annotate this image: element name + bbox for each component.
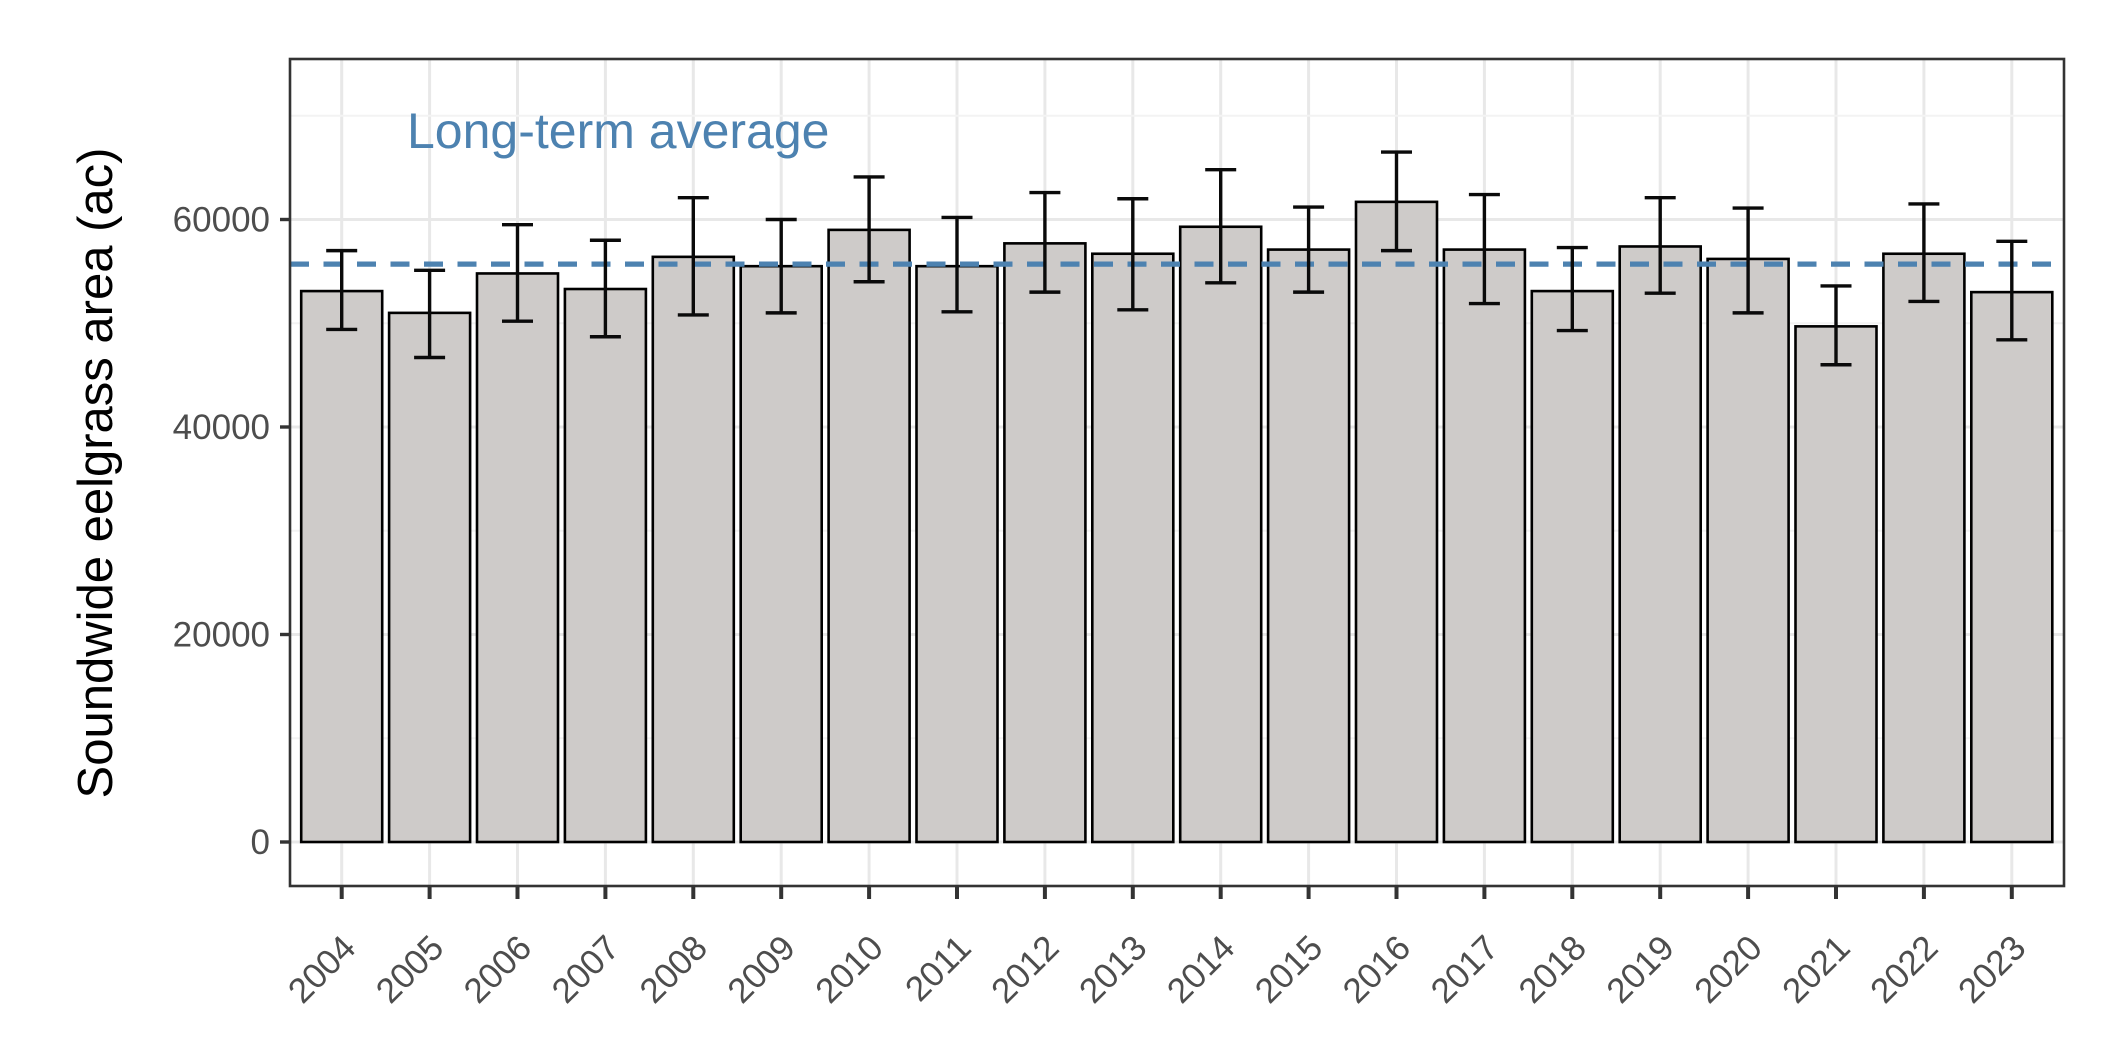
- x-tick-label-2017: 2017: [1423, 928, 1506, 1011]
- bar-2020: [1706, 257, 1790, 844]
- bar-2022: [1882, 252, 1966, 844]
- x-tick-label-2015: 2015: [1248, 928, 1331, 1011]
- x-tick-label-2009: 2009: [720, 928, 803, 1011]
- bar-2013: [1091, 252, 1175, 844]
- x-tick-label-2018: 2018: [1511, 928, 1594, 1011]
- x-tick-label-2005: 2005: [369, 928, 452, 1011]
- x-tick-label-2004: 2004: [281, 928, 364, 1011]
- bar-2007: [563, 287, 648, 844]
- bar-2010: [827, 228, 911, 844]
- x-tick-label-2008: 2008: [632, 928, 715, 1011]
- x-tick-label-2010: 2010: [808, 928, 891, 1011]
- bar-2004: [299, 289, 384, 844]
- x-tick-label-2013: 2013: [1072, 928, 1155, 1011]
- bar-2009: [739, 264, 824, 844]
- x-tick-label-2020: 2020: [1687, 928, 1770, 1011]
- y-tick-label-60000: 60000: [173, 201, 270, 240]
- y-axis-title: Soundwide eelgrass area (ac): [69, 148, 123, 799]
- bar-2018: [1530, 289, 1615, 844]
- y-tick-label-0: 0: [251, 823, 270, 862]
- x-tick-label-2019: 2019: [1599, 928, 1682, 1011]
- x-tick-label-2014: 2014: [1160, 928, 1243, 1011]
- bar-2006: [475, 272, 560, 844]
- bar-2005: [387, 311, 472, 844]
- bar-2011: [915, 264, 999, 844]
- bar-2021: [1794, 325, 1878, 844]
- x-tick-label-2016: 2016: [1336, 928, 1419, 1011]
- x-tick-label-2011: 2011: [898, 928, 979, 1009]
- long-term-average-label: Long-term average: [407, 103, 829, 159]
- bar-2017: [1442, 248, 1527, 844]
- x-tick-label-2021: 2021: [1775, 928, 1858, 1011]
- x-tick-label-2006: 2006: [457, 928, 540, 1011]
- x-tick-label-2007: 2007: [544, 928, 627, 1011]
- bar-2015: [1266, 248, 1351, 844]
- x-tick-label-2022: 2022: [1863, 928, 1946, 1011]
- bar-2008: [651, 255, 736, 844]
- bar-2019: [1618, 245, 1702, 844]
- bar-2012: [1003, 242, 1087, 844]
- y-tick-label-20000: 20000: [173, 616, 270, 655]
- bar-2023: [1970, 290, 2054, 844]
- x-tick-label-2023: 2023: [1951, 928, 2034, 1011]
- y-tick-label-40000: 40000: [173, 408, 270, 447]
- bar-2014: [1178, 225, 1263, 844]
- x-tick-label-2012: 2012: [984, 928, 1067, 1011]
- panel-border: [288, 57, 2066, 888]
- bar-2016: [1354, 200, 1439, 844]
